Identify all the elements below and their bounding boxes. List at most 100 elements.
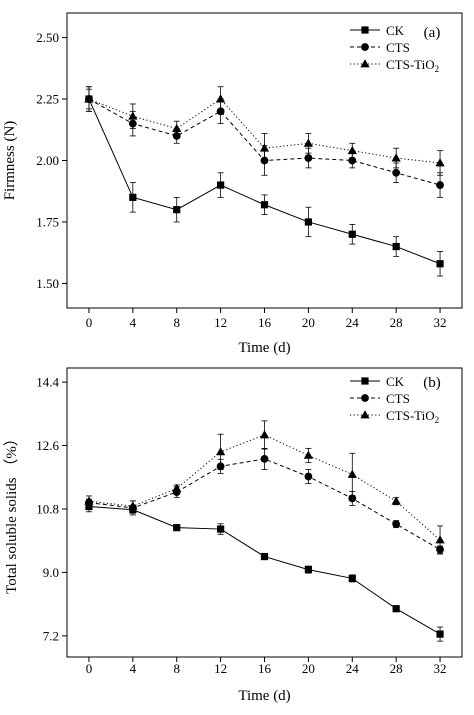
data-point: [392, 605, 400, 613]
data-point: [260, 455, 269, 463]
data-point: [172, 123, 182, 132]
data-point: [436, 260, 444, 268]
legend-label: CTS-TiO2: [386, 408, 439, 425]
y-tick-label: 2.25: [36, 92, 59, 107]
data-point: [216, 447, 226, 456]
data-point: [392, 242, 400, 251]
data-point: [304, 154, 313, 162]
legend-marker: [360, 59, 370, 68]
legend-label: CK: [386, 374, 405, 389]
y-tick-label: 12.6: [36, 438, 59, 453]
legend-label: CTS: [386, 40, 410, 55]
y-tick-label: 10.8: [36, 501, 59, 516]
x-axis-label: Time (d): [238, 688, 290, 704]
series-cts: [85, 447, 444, 554]
data-point: [84, 94, 94, 103]
data-point: [260, 201, 269, 209]
data-point: [392, 168, 401, 177]
legend-label-text: CK: [386, 374, 405, 389]
series-cts-tio: [84, 86, 445, 176]
legend-entry: CTS: [350, 391, 410, 406]
x-tick-label: 28: [390, 315, 403, 330]
data-point: [436, 630, 444, 638]
y-tick-label: 2.50: [36, 30, 59, 45]
data-point: [303, 138, 313, 147]
legend-entry: CTS: [350, 40, 410, 55]
data-point: [173, 206, 181, 214]
panel-label: (b): [423, 375, 441, 391]
x-tick-label: 24: [346, 315, 360, 330]
x-tick-label: 4: [130, 661, 137, 676]
x-tick-label: 8: [173, 315, 180, 330]
data-point: [348, 156, 357, 165]
legend-label-text: CTS: [386, 391, 410, 406]
legend-label: CTS-TiO2: [386, 57, 439, 74]
y-tick-label: 2.00: [36, 153, 59, 168]
data-point: [436, 181, 444, 189]
legend-marker: [361, 43, 369, 51]
legend-label-text: CK: [386, 23, 405, 38]
data-point: [128, 501, 138, 510]
data-point: [216, 94, 226, 103]
data-point: [347, 469, 357, 478]
x-tick-label: 32: [434, 315, 447, 330]
data-point: [304, 565, 312, 574]
data-point: [304, 218, 312, 226]
legend-label-text: CTS-TiO: [386, 408, 435, 423]
y-tick-label: 9.0: [43, 565, 59, 580]
legend-entry: CTS-TiO2: [350, 408, 439, 425]
series-line: [88, 98, 441, 164]
series-line: [88, 98, 441, 265]
data-point: [84, 496, 94, 505]
legend-label-text: CTS: [386, 40, 410, 55]
legend-label: CK: [386, 23, 405, 38]
data-point: [392, 520, 401, 529]
data-point: [259, 143, 270, 152]
series-line: [88, 506, 441, 635]
x-tick-label: 12: [214, 661, 227, 676]
x-axis-label: Time (d): [238, 340, 290, 356]
legend-label-subscript: 2: [435, 64, 440, 74]
legend-label-text: CTS-TiO: [386, 57, 435, 72]
legend-marker: [361, 26, 369, 34]
data-point: [303, 450, 313, 459]
y-tick-label: 1.50: [36, 276, 59, 291]
data-point: [391, 496, 401, 505]
y-axis-label: Firmness (N): [2, 121, 18, 201]
data-point: [173, 524, 181, 532]
data-point: [348, 574, 356, 583]
data-point: [259, 430, 270, 439]
x-tick-label: 20: [302, 661, 315, 676]
series-ck: [85, 500, 444, 642]
data-point: [128, 111, 138, 120]
legend-marker: [361, 377, 369, 385]
panel-label: (a): [424, 25, 441, 41]
legend-label: CTS: [386, 391, 410, 406]
y-tick-label: 1.75: [36, 214, 59, 229]
x-tick-label: 32: [434, 661, 447, 676]
data-point: [348, 230, 356, 238]
data-point: [172, 483, 182, 492]
data-point: [217, 181, 225, 189]
y-tick-label: 14.4: [36, 375, 59, 390]
x-tick-label: 12: [214, 315, 227, 330]
x-tick-label: 24: [346, 661, 360, 676]
legend-entry: CK: [350, 374, 405, 389]
data-point: [304, 472, 313, 481]
data-point: [260, 552, 269, 561]
x-tick-label: 16: [258, 315, 272, 330]
data-point: [217, 525, 225, 533]
x-tick-label: 0: [86, 661, 93, 676]
legend-marker: [361, 394, 369, 402]
y-axis-label: Total soluble solids （%）: [3, 431, 20, 594]
legend-marker: [360, 410, 370, 419]
x-tick-label: 4: [130, 315, 137, 330]
series-ck: [85, 86, 444, 277]
series-line: [88, 458, 441, 550]
series-cts-tio: [84, 420, 445, 555]
legend-entry: CK: [350, 23, 405, 38]
legend-label-subscript: 2: [435, 415, 440, 425]
data-point: [435, 535, 445, 544]
x-tick-label: 20: [302, 315, 315, 330]
